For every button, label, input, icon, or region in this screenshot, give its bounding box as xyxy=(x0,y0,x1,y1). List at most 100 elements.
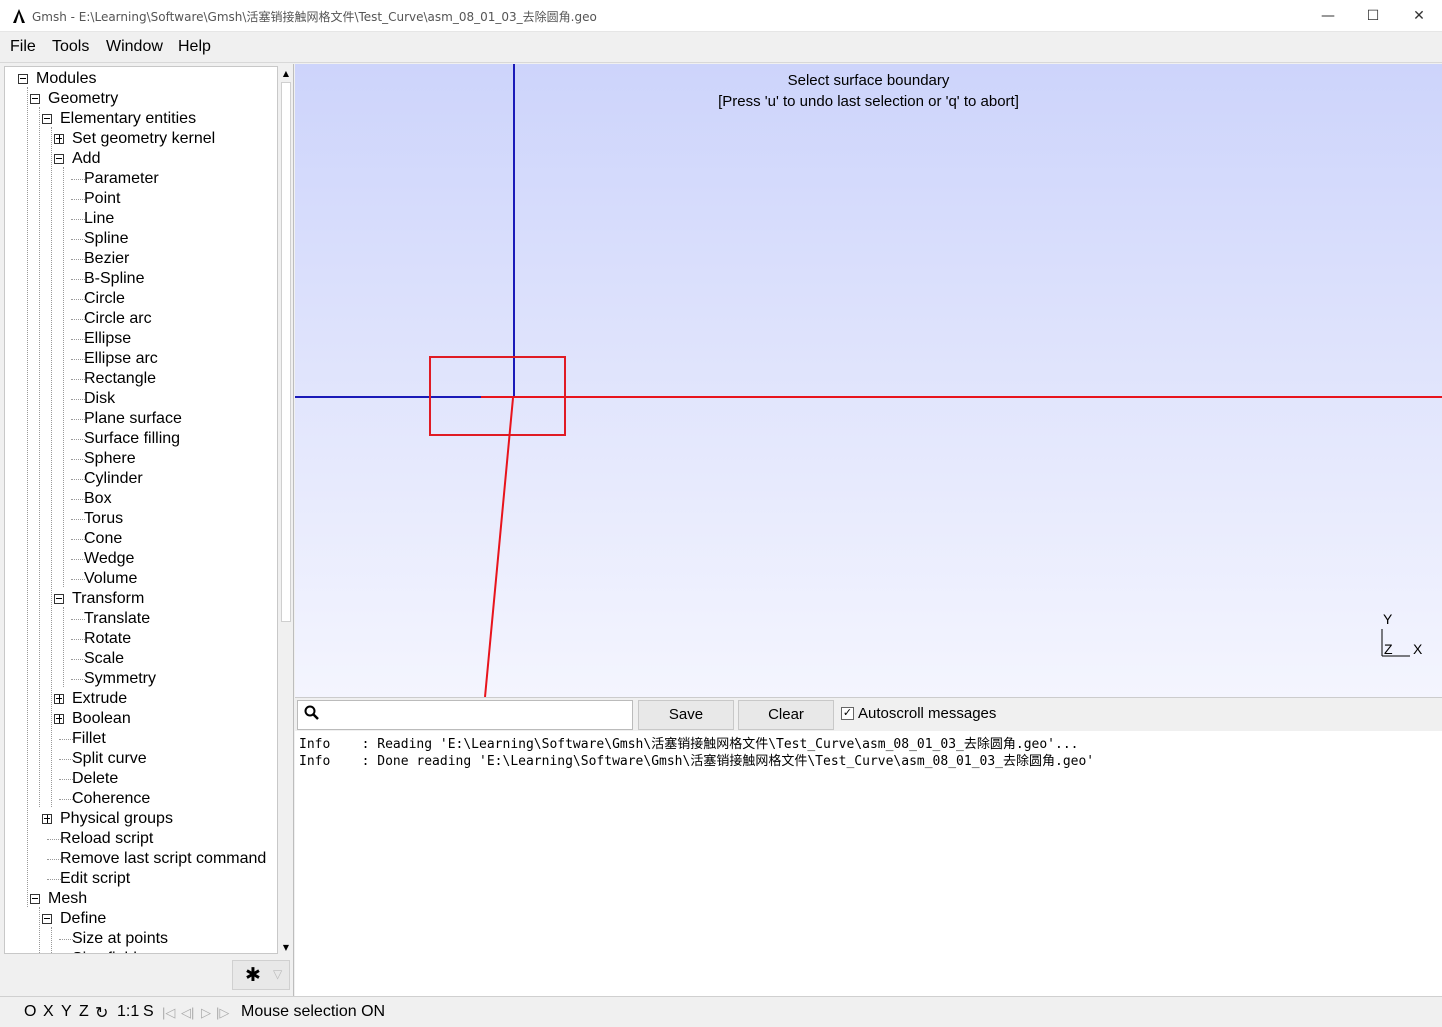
tree-item-torus[interactable]: Torus xyxy=(5,509,275,529)
geometry-canvas[interactable] xyxy=(295,64,1442,697)
title-bar: Gmsh - E:\Learning\Software\Gmsh\活塞销接触网格… xyxy=(0,0,1442,32)
tree-item-line[interactable]: Line xyxy=(5,209,275,229)
tree-item-ellipse[interactable]: Ellipse xyxy=(5,329,275,349)
collapse-icon[interactable] xyxy=(42,114,52,124)
expand-icon[interactable] xyxy=(54,714,64,724)
play-icon[interactable]: ▷ xyxy=(201,1005,211,1020)
search-input[interactable] xyxy=(326,704,626,726)
collapse-icon[interactable] xyxy=(54,594,64,604)
dropdown-triangle-icon: ▽ xyxy=(273,967,283,981)
autoscroll-checkbox[interactable]: ✓ xyxy=(841,707,854,720)
tree-item-box[interactable]: Box xyxy=(5,489,275,509)
tree-scrollbar[interactable]: ▲ ▼ xyxy=(279,66,293,954)
menu-tools[interactable]: Tools xyxy=(52,38,90,55)
tree-item-ellipse-arc[interactable]: Ellipse arc xyxy=(5,349,275,369)
axis-label-y: Y xyxy=(1383,611,1393,627)
tree-item-symmetry[interactable]: Symmetry xyxy=(5,669,275,689)
tree-item-point[interactable]: Point xyxy=(5,189,275,209)
expand-icon[interactable] xyxy=(54,694,64,704)
collapse-icon[interactable] xyxy=(54,154,64,164)
tree-item-remove-last-script-command[interactable]: Remove last script command xyxy=(5,849,275,869)
first-step-icon[interactable]: |◁ xyxy=(162,1005,176,1020)
previous-step-icon[interactable]: ◁| xyxy=(181,1005,195,1020)
tree-item-coherence[interactable]: Coherence xyxy=(5,789,275,809)
tree-item-circle[interactable]: Circle xyxy=(5,289,275,309)
tree-item-circle-arc[interactable]: Circle arc xyxy=(5,309,275,329)
message-search-box[interactable] xyxy=(297,700,633,730)
maximize-button[interactable]: ☐ xyxy=(1366,8,1380,24)
view-s-button[interactable]: S xyxy=(143,1003,154,1020)
tree-item-b-spline[interactable]: B-Spline xyxy=(5,269,275,289)
tree-item-rotate[interactable]: Rotate xyxy=(5,629,275,649)
graphic-window[interactable]: Select surface boundary [Press 'u' to un… xyxy=(295,64,1442,697)
tree-item-scale[interactable]: Scale xyxy=(5,649,275,669)
tree-item-translate[interactable]: Translate xyxy=(5,609,275,629)
tree-item-define[interactable]: Define xyxy=(5,909,275,929)
tree-item-size-fields[interactable]: Size fields xyxy=(5,949,275,953)
collapse-icon[interactable] xyxy=(30,894,40,904)
tree-item-volume[interactable]: Volume xyxy=(5,569,275,589)
tree-item-rectangle[interactable]: Rectangle xyxy=(5,369,275,389)
tree-item-cylinder[interactable]: Cylinder xyxy=(5,469,275,489)
tree-item-label: Translate xyxy=(84,610,151,627)
tree-item-parameter[interactable]: Parameter xyxy=(5,169,275,189)
menu-file[interactable]: File xyxy=(10,38,36,55)
tree-item-modules[interactable]: Modules xyxy=(5,69,275,89)
menu-help[interactable]: Help xyxy=(178,38,211,55)
tree-item-delete[interactable]: Delete xyxy=(5,769,275,789)
save-button[interactable]: Save xyxy=(638,700,734,730)
expand-icon[interactable] xyxy=(42,814,52,824)
tree-item-label: Rotate xyxy=(84,630,132,647)
tree-item-plane-surface[interactable]: Plane surface xyxy=(5,409,275,429)
view-x-button[interactable]: X xyxy=(43,1003,54,1020)
expand-icon[interactable] xyxy=(54,134,64,144)
tree-item-geometry[interactable]: Geometry xyxy=(5,89,275,109)
tree-item-transform[interactable]: Transform xyxy=(5,589,275,609)
scroll-thumb[interactable] xyxy=(281,82,291,622)
close-button[interactable]: ✕ xyxy=(1413,8,1425,24)
tree-item-disk[interactable]: Disk xyxy=(5,389,275,409)
tree-item-wedge[interactable]: Wedge xyxy=(5,549,275,569)
tree-item-label: Surface filling xyxy=(84,430,181,447)
tree-item-boolean[interactable]: Boolean xyxy=(5,709,275,729)
axis-label-x: X xyxy=(1413,641,1423,657)
view-z-button[interactable]: Z xyxy=(79,1003,89,1020)
tree-item-label: Circle arc xyxy=(84,310,152,327)
tree-item-fillet[interactable]: Fillet xyxy=(5,729,275,749)
tree-item-set-geometry-kernel[interactable]: Set geometry kernel xyxy=(5,129,275,149)
view-y-button[interactable]: Y xyxy=(61,1003,72,1020)
tree-item-elementary-entities[interactable]: Elementary entities xyxy=(5,109,275,129)
collapse-icon[interactable] xyxy=(18,74,28,84)
tree-item-mesh[interactable]: Mesh xyxy=(5,889,275,909)
rotate-icon[interactable]: ↻ xyxy=(95,1005,109,1022)
menu-window[interactable]: Window xyxy=(106,38,163,55)
tree-item-bezier[interactable]: Bezier xyxy=(5,249,275,269)
tree-item-edit-script[interactable]: Edit script xyxy=(5,869,275,889)
tree-connector xyxy=(71,519,85,520)
tree-item-reload-script[interactable]: Reload script xyxy=(5,829,275,849)
tree-item-size-at-points[interactable]: Size at points xyxy=(5,929,275,949)
collapse-icon[interactable] xyxy=(30,94,40,104)
view-origin-button[interactable]: O xyxy=(24,1003,37,1020)
clear-button[interactable]: Clear xyxy=(738,700,834,730)
tree-item-add[interactable]: Add xyxy=(5,149,275,169)
scroll-up-arrow-icon[interactable]: ▲ xyxy=(282,68,290,78)
tree-item-sphere[interactable]: Sphere xyxy=(5,449,275,469)
tree-item-physical-groups[interactable]: Physical groups xyxy=(5,809,275,829)
collapse-icon[interactable] xyxy=(42,914,52,924)
message-console[interactable]: Info : Reading 'E:\Learning\Software\Gms… xyxy=(295,731,1442,996)
tree-item-label: Line xyxy=(84,210,115,227)
tree-item-label: Spline xyxy=(84,230,129,247)
tree-item-extrude[interactable]: Extrude xyxy=(5,689,275,709)
tree-item-cone[interactable]: Cone xyxy=(5,529,275,549)
tree-item-spline[interactable]: Spline xyxy=(5,229,275,249)
tree-item-surface-filling[interactable]: Surface filling xyxy=(5,429,275,449)
scroll-down-arrow-icon[interactable]: ▼ xyxy=(282,942,290,952)
tree-connector xyxy=(59,759,73,760)
scale-one-to-one-button[interactable]: 1:1 xyxy=(117,1003,140,1020)
minimize-button[interactable]: — xyxy=(1321,8,1335,24)
tree-options-button[interactable]: ✱ ▽ xyxy=(232,960,290,990)
prompt-line-1: Select surface boundary xyxy=(787,72,950,89)
tree-item-split-curve[interactable]: Split curve xyxy=(5,749,275,769)
last-step-icon[interactable]: |▷ xyxy=(216,1005,230,1020)
